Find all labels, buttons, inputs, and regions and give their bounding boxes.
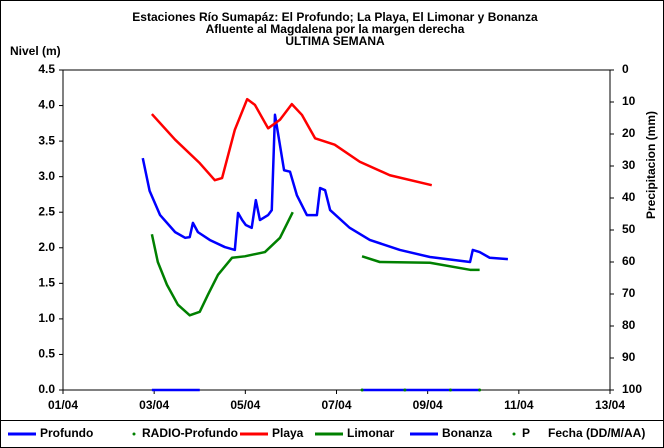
y-tick-label: 3.0	[38, 169, 55, 183]
y-tick-label: 1.5	[38, 276, 55, 290]
series-line	[141, 113, 508, 264]
y-tick-label: 0.5	[38, 347, 55, 361]
y2-tick-label: 20	[622, 126, 636, 140]
y2-tick-label: 70	[622, 286, 636, 300]
legend-label: Profundo	[40, 426, 93, 440]
y-tick-label: 4.5	[38, 62, 55, 76]
y-tick-label: 4.0	[38, 98, 55, 112]
y-axis-label: Nivel (m)	[10, 44, 61, 58]
y2-tick-label: 30	[622, 158, 636, 172]
x-tick-label: 09/04	[413, 398, 443, 412]
legend-label: Bonanza	[442, 426, 492, 440]
y2-tick-label: 90	[622, 350, 636, 364]
y2-tick-label: 80	[622, 318, 636, 332]
legend-marker	[132, 432, 136, 436]
x-tick-label: 13/04	[595, 398, 625, 412]
y2-tick-label: 50	[622, 222, 636, 236]
y2-tick-label: 40	[622, 190, 636, 204]
chart-title: Estaciones Río Sumapáz: El Profundo; La …	[132, 10, 538, 24]
x-tick-label: 11/04	[504, 398, 534, 412]
series-line	[361, 255, 480, 272]
y-tick-label: 2.5	[38, 204, 55, 218]
data-point	[478, 388, 482, 392]
chart-subtitle: Afluente al Magdalena por la margen dere…	[206, 22, 465, 36]
data-point	[360, 388, 364, 392]
y-tick-label: 0.0	[38, 382, 55, 396]
x-tick-label: 03/04	[139, 398, 169, 412]
legend-label: RADIO-Profundo	[142, 426, 238, 440]
y2-axis-label: Precipitacion (mm)	[644, 111, 658, 219]
chart-period: ULTIMA SEMANA	[285, 34, 385, 48]
data-point	[403, 388, 407, 392]
y-tick-label: 3.5	[38, 133, 55, 147]
series-line	[150, 97, 433, 187]
x-tick-label: 07/04	[321, 398, 351, 412]
y-tick-label: 1.0	[38, 311, 55, 325]
x-tick-label: 01/04	[48, 398, 78, 412]
x-axis-label: Fecha (DD/M/AA)	[548, 426, 645, 440]
y2-tick-label: 100	[622, 382, 642, 396]
series-line	[150, 211, 294, 317]
legend-label: Playa	[272, 426, 304, 440]
x-tick-label: 05/04	[230, 398, 260, 412]
y2-tick-label: 60	[622, 254, 636, 268]
y-tick-label: 2.0	[38, 240, 55, 254]
y2-tick-label: 0	[622, 62, 629, 76]
legend-marker	[512, 432, 516, 436]
legend-label: P	[522, 426, 530, 440]
data-point	[448, 388, 452, 392]
legend-label: Limonar	[347, 426, 395, 440]
y2-tick-label: 10	[622, 94, 636, 108]
